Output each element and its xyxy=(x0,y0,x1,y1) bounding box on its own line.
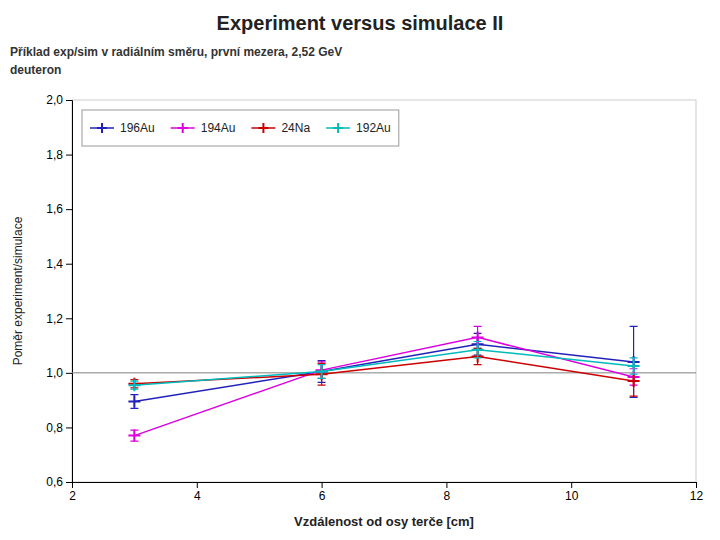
legend-label: 192Au xyxy=(356,121,391,135)
legend-marker xyxy=(97,123,107,133)
x-tick: 4 xyxy=(194,482,201,503)
y-tick-label: 1,2 xyxy=(46,312,63,326)
legend-label: 24Na xyxy=(281,121,310,135)
legend: 196Au 194Au 24Na 192Au xyxy=(82,110,399,146)
y-tick: 1,2 xyxy=(46,312,72,326)
series-line xyxy=(134,344,633,401)
x-tick-mark xyxy=(446,482,447,488)
series xyxy=(128,326,639,441)
subtitle: deuteron xyxy=(10,63,61,77)
legend-label: 196Au xyxy=(120,121,155,135)
legend-marker xyxy=(258,123,268,133)
y-tick: 0,6 xyxy=(46,475,72,489)
y-axis-line xyxy=(66,101,73,483)
legend-item: 24Na xyxy=(251,121,310,135)
y-tick: 1,8 xyxy=(46,148,72,162)
legend-marker xyxy=(178,123,188,133)
x-tick-label: 2 xyxy=(69,489,76,503)
plot-area: 2 4 6 8 10 12 0,6 0,8 1,0 1,2 1,4 1,6 1,8 2,0 Vzdáleno… xyxy=(11,93,703,529)
subtitle: Příklad exp/sim v radiálním směru, první… xyxy=(10,45,342,59)
x-tick-label: 4 xyxy=(194,489,201,503)
y-tick-mark xyxy=(66,264,72,265)
y-tick-label: 1,6 xyxy=(46,202,63,216)
legend-label: 194Au xyxy=(201,121,236,135)
y-tick-label: 0,8 xyxy=(46,421,63,435)
series xyxy=(128,348,639,396)
y-tick-label: 2,0 xyxy=(46,93,63,107)
x-tick-label: 12 xyxy=(690,489,704,503)
point xyxy=(128,396,140,408)
y-tick: 1,4 xyxy=(46,257,72,271)
point xyxy=(316,365,328,377)
series-line xyxy=(134,350,633,385)
y-tick-mark xyxy=(66,209,72,210)
point xyxy=(128,430,140,442)
point xyxy=(316,365,328,377)
x-tick: 2 xyxy=(69,482,76,503)
legend-item: 196Au xyxy=(90,121,155,135)
y-tick-mark xyxy=(66,482,72,483)
y-tick: 2,0 xyxy=(46,93,72,107)
x-tick-label: 10 xyxy=(565,489,579,503)
chart: Experiment versus simulace II Příklad exp… xyxy=(0,0,720,540)
series xyxy=(128,326,639,408)
y-tick: 1,0 xyxy=(46,366,72,380)
x-tick: 10 xyxy=(565,482,579,503)
x-tick-mark xyxy=(322,482,323,488)
series-line xyxy=(134,337,633,435)
y-tick-label: 1,0 xyxy=(46,366,63,380)
y-tick-mark xyxy=(66,100,72,101)
point xyxy=(128,379,140,391)
x-tick: 8 xyxy=(444,482,451,503)
x-axis: 2 4 6 8 10 12 xyxy=(69,482,703,503)
y-tick-label: 1,8 xyxy=(46,148,63,162)
y-tick: 0,8 xyxy=(46,421,72,435)
x-tick: 12 xyxy=(690,482,704,503)
legend-item: 194Au xyxy=(171,121,236,135)
x-tick-mark xyxy=(197,482,198,488)
point xyxy=(628,375,640,387)
y-tick-mark xyxy=(66,318,72,319)
plot-frame xyxy=(72,100,696,482)
legend-marker xyxy=(333,123,343,133)
x-tick-mark xyxy=(696,482,697,488)
y-tick-label: 1,4 xyxy=(46,257,63,271)
y-tick-mark xyxy=(66,427,72,428)
x-tick-label: 6 xyxy=(319,489,326,503)
x-tick-mark xyxy=(571,482,572,488)
point xyxy=(472,344,484,356)
x-axis-title: Vzdálenost od osy terče [cm] xyxy=(294,514,474,529)
point xyxy=(628,360,640,372)
series xyxy=(128,341,639,391)
y-axis: 0,6 0,8 1,0 1,2 1,4 1,6 1,8 2,0 xyxy=(46,93,72,489)
x-axis-line xyxy=(73,483,697,489)
reference-line xyxy=(72,372,696,373)
y-tick-label: 0,6 xyxy=(46,475,63,489)
y-tick-mark xyxy=(66,155,72,156)
title: Experiment versus simulace II xyxy=(217,12,504,34)
x-tick-label: 8 xyxy=(444,489,451,503)
legend-item: 192Au xyxy=(326,121,391,135)
legend-box xyxy=(82,110,399,146)
y-tick-mark xyxy=(66,373,72,374)
x-tick: 6 xyxy=(319,482,326,503)
y-tick: 1,6 xyxy=(46,202,72,216)
y-axis-title: Poměr experiment/simulace xyxy=(11,216,25,365)
marks xyxy=(72,326,696,441)
